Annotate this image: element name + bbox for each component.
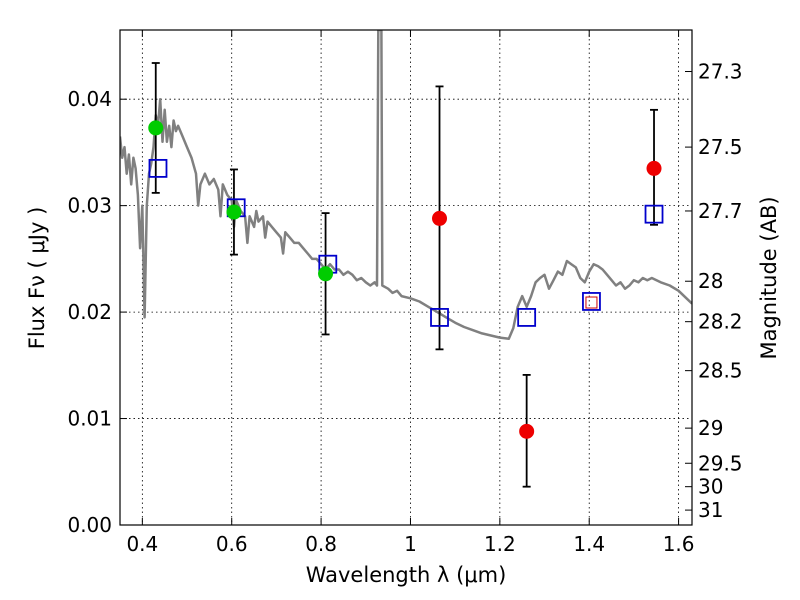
x-tick-label: 1: [404, 532, 417, 556]
y-tick-label: 0.03: [67, 194, 112, 218]
x-axis: 0.4 0.6 0.8 1 1.2 1.4 1.6: [126, 30, 695, 556]
y2-axis-label: Magnitude (AB): [757, 196, 781, 359]
y2-tick-label: 27.3: [698, 60, 743, 84]
x-tick-label: 1.2: [484, 532, 516, 556]
x-tick-label: 1.6: [663, 532, 695, 556]
y2-tick-label: 27.7: [698, 199, 743, 223]
model-photometry-square: [148, 158, 168, 178]
x-tick-label: 0.4: [126, 532, 158, 556]
y2-tick-label: 27.5: [698, 135, 743, 159]
sed-model-line: [120, 30, 692, 340]
model-photometry-square: [517, 308, 537, 327]
y-tick-label: 0.04: [67, 87, 112, 111]
model-photometry-square: [644, 204, 664, 224]
x-tick-label: 0.8: [305, 532, 337, 556]
model-photometry-square: [430, 308, 449, 327]
y2-tick-label: 29: [698, 416, 723, 440]
y-axis-label: Flux Fν ( μJy ): [25, 207, 49, 350]
y-tick-label: 0.01: [67, 407, 112, 431]
y2-tick-label: 28.5: [698, 359, 743, 383]
detection-point: [148, 120, 164, 136]
x-tick-label: 1.4: [573, 532, 605, 556]
x-axis-label: Wavelength λ (μm): [306, 563, 507, 587]
plot-frame: [119, 29, 693, 526]
detection-point: [318, 266, 334, 282]
y2-tick-label: 28: [698, 269, 723, 293]
red-photometry-point: [432, 210, 448, 226]
y-tick-label: 0.00: [67, 513, 112, 537]
y2-tick-label: 30: [698, 475, 723, 499]
x-tick-label: 0.6: [216, 532, 248, 556]
red-photometry-point: [646, 160, 662, 176]
y-axis-left: 0.00 0.01 0.02 0.03 0.04: [67, 87, 127, 537]
detection-point: [226, 204, 242, 220]
model-photometry-square: [582, 292, 601, 311]
y-tick-label: 0.02: [67, 300, 112, 324]
y2-tick-label: 31: [698, 498, 723, 522]
y2-tick-label: 29.5: [698, 451, 743, 475]
grid-lines: [120, 30, 692, 526]
upper-limit-square: [585, 296, 598, 309]
red-photometry-point: [519, 423, 535, 439]
y2-tick-label: 28.2: [698, 310, 743, 334]
plot-series: [120, 30, 692, 488]
